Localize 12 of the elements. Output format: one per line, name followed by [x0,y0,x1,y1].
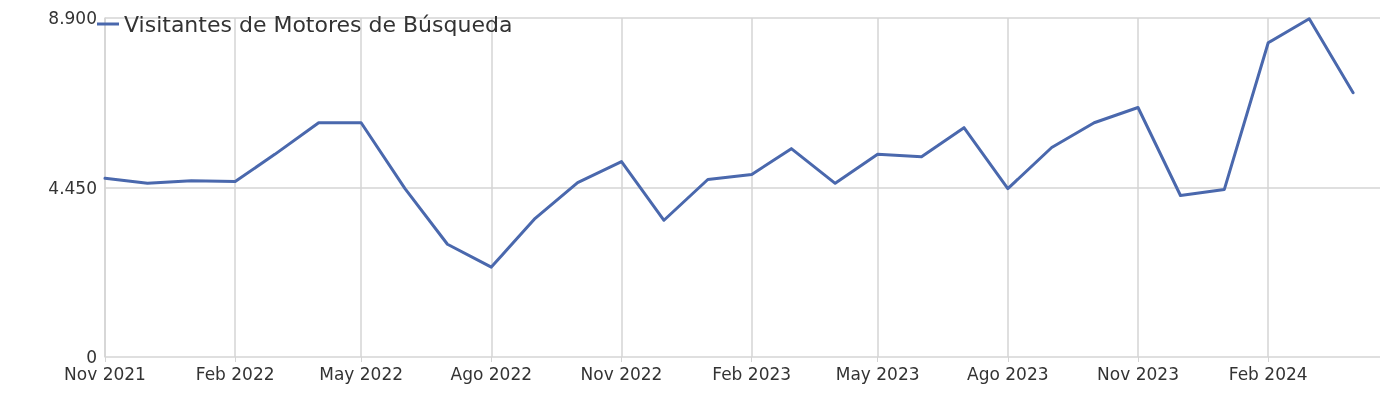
y-tick-label: 4.450 [48,177,97,198]
x-tick-label: May 2022 [319,363,404,384]
x-tick-label: Feb 2023 [712,363,792,384]
x-tick-label: Nov 2022 [580,363,663,384]
x-tick-label: Ago 2023 [967,363,1049,384]
x-tick-label: Feb 2022 [195,363,275,384]
x-tick-label: Ago 2022 [450,363,533,384]
legend-label: Visitantes de Motores de Búsqueda [124,11,513,37]
x-tick-label: Feb 2024 [1228,363,1308,384]
y-tick-label: 8.900 [48,8,97,28]
x-tick-label: May 2023 [835,363,920,384]
x-tick-label: Nov 2023 [1097,363,1179,384]
